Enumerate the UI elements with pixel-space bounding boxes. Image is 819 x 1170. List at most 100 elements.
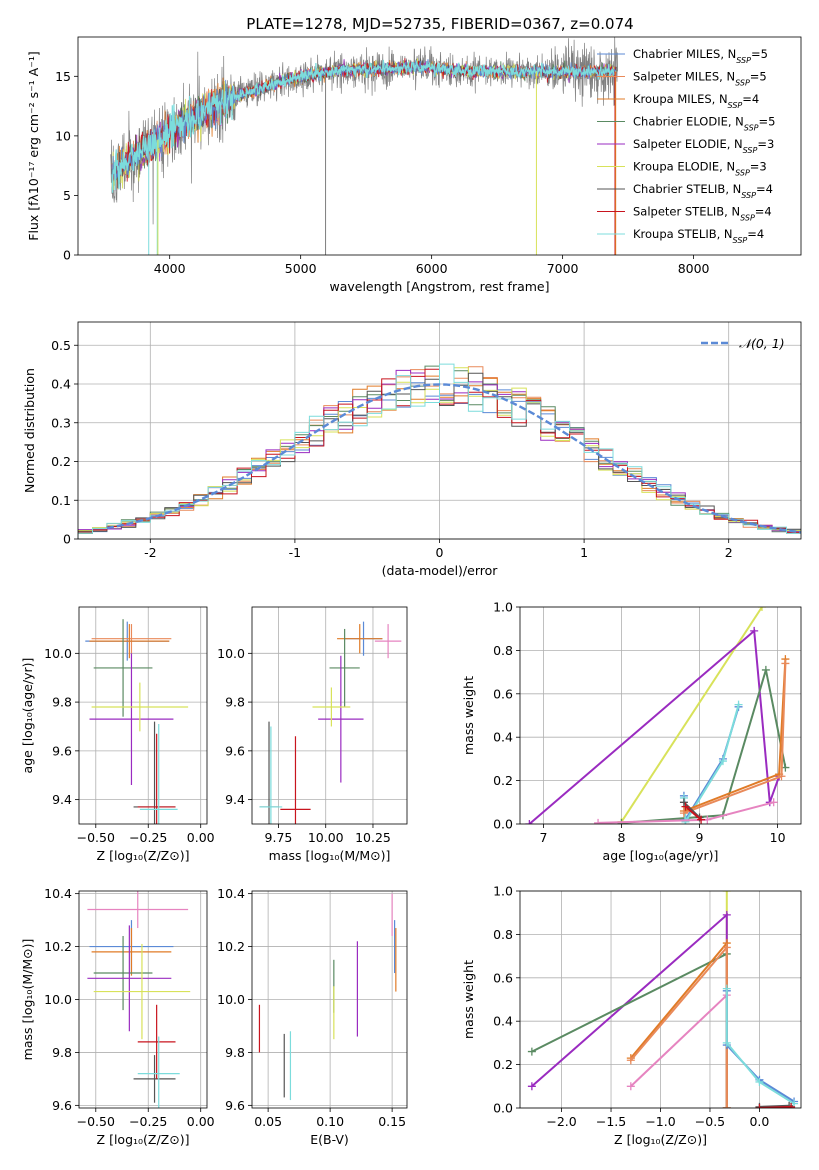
age_weight-plot-area xyxy=(525,607,790,824)
mass_age-frame-group: 9.75 10.00 10.25 9.4 9.6 9.8 10.0 mass [log₁₀(M… xyxy=(217,606,408,863)
residuals-xtick-label-3: 1 xyxy=(580,545,588,560)
z_weight-marker-salmon-1 xyxy=(722,943,731,952)
z_mass-ytick-label-4: 10.4 xyxy=(44,886,72,901)
z_weight-series-line-purple xyxy=(531,912,728,1108)
spectrum-xtick-label-3: 7000 xyxy=(547,261,579,276)
age_weight-xtick-label-1: 8 xyxy=(617,830,625,845)
z_weight-ytick-label-0: 0.0 xyxy=(493,1101,513,1116)
age_weight-marker-red-0 xyxy=(681,802,690,811)
spectrum-legend-n-7: =4 xyxy=(755,205,772,219)
z_mass-errorbar-4 xyxy=(87,925,172,1032)
spectrum-legend-n-4: =3 xyxy=(757,137,774,151)
spectrum-legend-model-5: Kroupa ELODIE, N xyxy=(633,160,735,174)
spectrum-legend-subscript-2: SSP xyxy=(728,101,743,110)
age_weight-marker-green-2 xyxy=(761,665,770,674)
z_weight-marker-dark-1 xyxy=(785,1101,794,1108)
z_age-xtick-label-2: 0.00 xyxy=(187,830,215,845)
spectrum-xtick-label-4: 8000 xyxy=(678,261,710,276)
z_age-errorbar-7 xyxy=(137,733,176,824)
spectrum-model-line-cyan xyxy=(111,59,617,193)
ebv_mass-xtick-label-0: 0.05 xyxy=(254,1114,282,1129)
age_weight-marker-cyan-3 xyxy=(734,700,743,709)
z_weight-marker-salmon-0 xyxy=(626,1056,635,1065)
spectrum-legend-entry-5: Kroupa ELODIE, NSSP=3 xyxy=(633,160,767,178)
age_weight-ytick-label-5: 1.0 xyxy=(493,600,513,615)
z_weight-series-line-orange xyxy=(630,940,728,1108)
spectrum-ylabel: Flux [fλ10⁻¹⁷ erg cm⁻² s⁻¹ A⁻¹] xyxy=(26,51,41,240)
z_age-errorbar-2 xyxy=(89,624,170,659)
z_mass-errorbar-7 xyxy=(137,1004,176,1079)
z_age-frame xyxy=(78,606,208,825)
z_mass-errorbar-3 xyxy=(93,935,153,1011)
spectrum-legend-model-3: Chabrier ELODIE, N xyxy=(633,115,744,129)
age_weight-ylabel: mass weight xyxy=(461,676,476,755)
spectrum-legend-subscript-5: SSP xyxy=(735,168,750,177)
ebv_mass-xlabel: E(B-V) xyxy=(310,1132,349,1147)
spectrum-legend-entry-3: Chabrier ELODIE, NSSP=5 xyxy=(633,115,775,133)
residuals-ytick-label-4: 0.4 xyxy=(51,377,71,392)
z_weight-ytick-label-1: 0.2 xyxy=(493,1057,513,1072)
z_weight-marker-red-1 xyxy=(787,1102,796,1108)
residuals-ylabel: Normed distribution xyxy=(22,368,37,493)
z_mass-ytick-label-2: 10.0 xyxy=(44,992,72,1007)
spectrum-ytick-label-3: 15 xyxy=(55,69,71,84)
z_weight-series-line-pink xyxy=(630,994,728,1088)
spectrum-legend-model-6: Chabrier STELIB, N xyxy=(633,182,741,196)
age_weight-ytick-label-0: 0.0 xyxy=(493,817,513,832)
z_age-frame-group: −0.50 −0.25 0.00 9.4 9.6 9.8 10.0 Z [log₁₀(Z/Z⊙… xyxy=(20,606,215,863)
z_weight-marker-green-0 xyxy=(527,1047,536,1056)
age_weight-axes xyxy=(520,606,801,825)
z_weight-xtick-label-3: −0.5 xyxy=(695,1114,725,1129)
residuals-ytick-label-1: 0.1 xyxy=(51,493,71,508)
z_mass-frame-group: −0.50 −0.25 0.00 9.6 9.8 10.0 10.2 10.4 Z [log₁₀… xyxy=(20,886,215,1147)
mass_age-errorbar-3 xyxy=(329,628,360,707)
age_weight-series-line-green xyxy=(621,669,787,824)
z_weight-marker-cyan-1 xyxy=(722,1038,731,1047)
spectrum-legend-subscript-4: SSP xyxy=(743,146,758,155)
residuals-xtick-label-4: 2 xyxy=(725,545,733,560)
ebv_mass-plot-area xyxy=(258,893,397,1101)
spectrum-legend-n-0: =5 xyxy=(751,47,768,61)
age_weight-xtick-label-3: 10 xyxy=(770,830,786,845)
z_weight-plot-area xyxy=(527,891,799,1108)
mass_age-frame xyxy=(251,606,408,825)
z_weight-marker-salmon-2 xyxy=(722,1104,731,1108)
ebv_mass-ytick-label-4: 10.4 xyxy=(217,886,245,901)
z_weight-ylabel: mass weight xyxy=(461,960,476,1039)
z_weight-marker-purple-1 xyxy=(722,910,731,919)
residuals-xtick-label-2: 0 xyxy=(436,545,444,560)
z_mass-plot-area xyxy=(87,891,191,1108)
z_weight-series-line-salmon xyxy=(630,944,728,1108)
spectrum-xtick-label-0: 4000 xyxy=(154,261,186,276)
ebv_mass-ytick-label-0: 9.6 xyxy=(225,1098,245,1113)
spectrum-legend-model-2: Kroupa MILES, N xyxy=(633,92,728,106)
z_weight-xtick-label-4: 0.0 xyxy=(749,1114,769,1129)
spectrum-model-line-blue xyxy=(111,59,617,181)
z_weight-series-line-dark xyxy=(759,1104,790,1108)
spectrum-frame xyxy=(77,36,802,256)
z_age-xtick-label-1: −0.25 xyxy=(129,830,167,845)
z_weight-marker-red-0 xyxy=(755,1104,764,1108)
mass_age-errorbar-4 xyxy=(318,655,364,783)
z_mass-errorbar-6 xyxy=(133,1055,176,1103)
mass_age-errorbar-2 xyxy=(374,624,402,659)
age_weight-series-line-purple xyxy=(528,628,781,824)
spectrum-xlabel: wavelength [Angstrom, rest frame] xyxy=(329,279,549,294)
age_weight-frame xyxy=(519,606,802,825)
z_weight-ytick-label-2: 0.4 xyxy=(493,1014,513,1029)
residuals-ytick-label-2: 0.2 xyxy=(51,454,71,469)
ebv_mass-ytick-label-1: 9.8 xyxy=(225,1045,245,1060)
spectrum-legend-subscript-0: SSP xyxy=(736,56,751,65)
spectrum-legend-n-3: =5 xyxy=(759,115,776,129)
spectrum-legend-entry-1: Salpeter MILES, NSSP=5 xyxy=(633,70,767,88)
age_weight-series-line-yellow xyxy=(620,607,763,823)
age_weight-ytick-label-1: 0.2 xyxy=(493,773,513,788)
z_mass-axes xyxy=(79,891,207,1108)
spectrum-legend-subscript-8: SSP xyxy=(733,236,748,245)
residuals-legend-label: 𝒩(0, 1) xyxy=(739,336,785,351)
spectrum-legend-entry-0: Chabrier MILES, NSSP=5 xyxy=(633,47,768,65)
spectrum-legend-model-4: Salpeter ELODIE, N xyxy=(633,137,743,151)
spectrum-legend-entry-2: Kroupa MILES, NSSP=4 xyxy=(633,92,759,110)
z_age-xtick-label-0: −0.50 xyxy=(77,830,115,845)
z_mass-xtick-label-1: −0.25 xyxy=(129,1114,167,1129)
